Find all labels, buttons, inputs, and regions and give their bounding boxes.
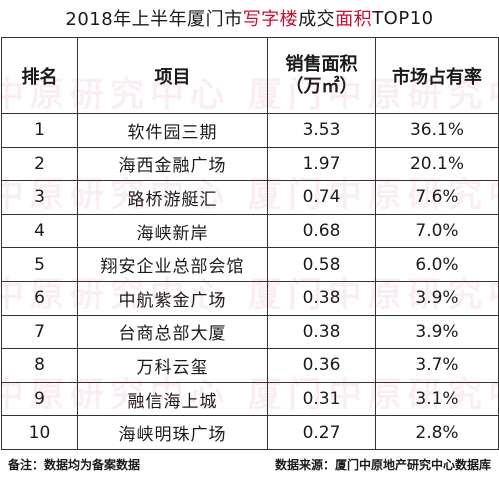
table-title: 2018年上半年厦门市 写字楼 成交 面积 TOP10 bbox=[0, 0, 499, 36]
footer: 备注：数据均为备案数据 数据来源：厦门中原地产研究中心数据库 bbox=[0, 450, 499, 478]
cell-rank: 3 bbox=[1, 180, 78, 215]
cell-area: 0.36 bbox=[267, 348, 376, 383]
cell-share: 3.7% bbox=[375, 348, 499, 383]
cell-area: 0.38 bbox=[267, 314, 376, 350]
cell-rank: 9 bbox=[1, 381, 78, 417]
cell-project: 台商总部大厦 bbox=[77, 314, 268, 350]
table-row: 8 万科云玺 0.36 3.7% bbox=[1, 348, 499, 383]
cell-area: 0.68 bbox=[267, 213, 376, 249]
title-prefix: 2018年上半年厦门市 bbox=[65, 9, 243, 30]
cell-share: 7.6% bbox=[375, 180, 499, 215]
cell-project: 海西金融广场 bbox=[77, 146, 268, 182]
cell-project: 融信海上城 bbox=[77, 381, 268, 417]
header-rank: 排名 bbox=[1, 37, 78, 114]
header-share: 市场占有率 bbox=[375, 37, 499, 114]
title-highlight-office: 写字楼 bbox=[242, 9, 299, 30]
cell-share: 7.0% bbox=[375, 213, 499, 249]
table-row: 7 台商总部大厦 0.38 3.9% bbox=[1, 314, 499, 350]
cell-project: 路桥游艇汇 bbox=[77, 180, 268, 215]
cell-rank: 2 bbox=[1, 146, 78, 182]
footer-source: 数据来源：厦门中原地产研究中心数据库 bbox=[274, 457, 491, 472]
cell-rank: 1 bbox=[1, 113, 78, 148]
title-highlight-area: 面积 bbox=[335, 9, 373, 30]
cell-rank: 6 bbox=[1, 280, 78, 316]
cell-rank: 8 bbox=[1, 348, 78, 383]
cell-rank: 10 bbox=[1, 415, 78, 450]
title-middle: 成交 bbox=[298, 9, 336, 30]
cell-share: 36.1% bbox=[375, 113, 499, 148]
title-suffix: TOP10 bbox=[372, 7, 434, 29]
header-project: 项目 bbox=[77, 37, 268, 114]
header-area-line1: 销售面积 bbox=[285, 53, 358, 75]
cell-area: 0.38 bbox=[267, 280, 376, 316]
cell-project: 海峡明珠广场 bbox=[77, 415, 268, 450]
ranking-table: 排名 项目 销售面积 （万㎡） 市场占有率 1 软件园三期 3.53 36.1% 2 海西… bbox=[1, 37, 499, 450]
cell-share: 3.1% bbox=[375, 381, 499, 417]
header-row: 排名 项目 销售面积 （万㎡） 市场占有率 bbox=[1, 37, 499, 114]
cell-area: 1.97 bbox=[267, 146, 376, 182]
cell-area: 3.53 bbox=[267, 113, 376, 148]
cell-project: 翔安企业总部会馆 bbox=[77, 247, 268, 282]
cell-area: 0.31 bbox=[267, 381, 376, 417]
table-row: 2 海西金融广场 1.97 20.1% bbox=[1, 146, 499, 182]
cell-share: 6.0% bbox=[375, 247, 499, 282]
footer-note: 备注：数据均为备案数据 bbox=[8, 457, 141, 472]
cell-rank: 5 bbox=[1, 247, 78, 282]
cell-area: 0.27 bbox=[267, 415, 376, 450]
cell-area: 0.74 bbox=[267, 180, 376, 215]
cell-project: 中航紫金广场 bbox=[77, 280, 268, 316]
cell-project: 万科云玺 bbox=[77, 348, 268, 383]
table-row: 3 路桥游艇汇 0.74 7.6% bbox=[1, 180, 499, 215]
cell-project: 软件园三期 bbox=[77, 113, 268, 148]
cell-area: 0.58 bbox=[267, 247, 376, 282]
header-area-line2: （万㎡） bbox=[285, 75, 358, 97]
cell-share: 3.9% bbox=[375, 280, 499, 316]
cell-rank: 4 bbox=[1, 213, 78, 249]
cell-share: 2.8% bbox=[375, 415, 499, 450]
table-row: 5 翔安企业总部会馆 0.58 6.0% bbox=[1, 247, 499, 282]
table-row: 1 软件园三期 3.53 36.1% bbox=[1, 113, 499, 148]
table-row: 10 海峡明珠广场 0.27 2.8% bbox=[1, 415, 499, 450]
header-area: 销售面积 （万㎡） bbox=[267, 37, 376, 114]
table-row: 4 海峡新岸 0.68 7.0% bbox=[1, 213, 499, 249]
cell-project: 海峡新岸 bbox=[77, 213, 268, 249]
cell-share: 20.1% bbox=[375, 146, 499, 182]
cell-rank: 7 bbox=[1, 314, 78, 350]
cell-share: 3.9% bbox=[375, 314, 499, 350]
table-row: 9 融信海上城 0.31 3.1% bbox=[1, 381, 499, 417]
table-row: 6 中航紫金广场 0.38 3.9% bbox=[1, 280, 499, 316]
